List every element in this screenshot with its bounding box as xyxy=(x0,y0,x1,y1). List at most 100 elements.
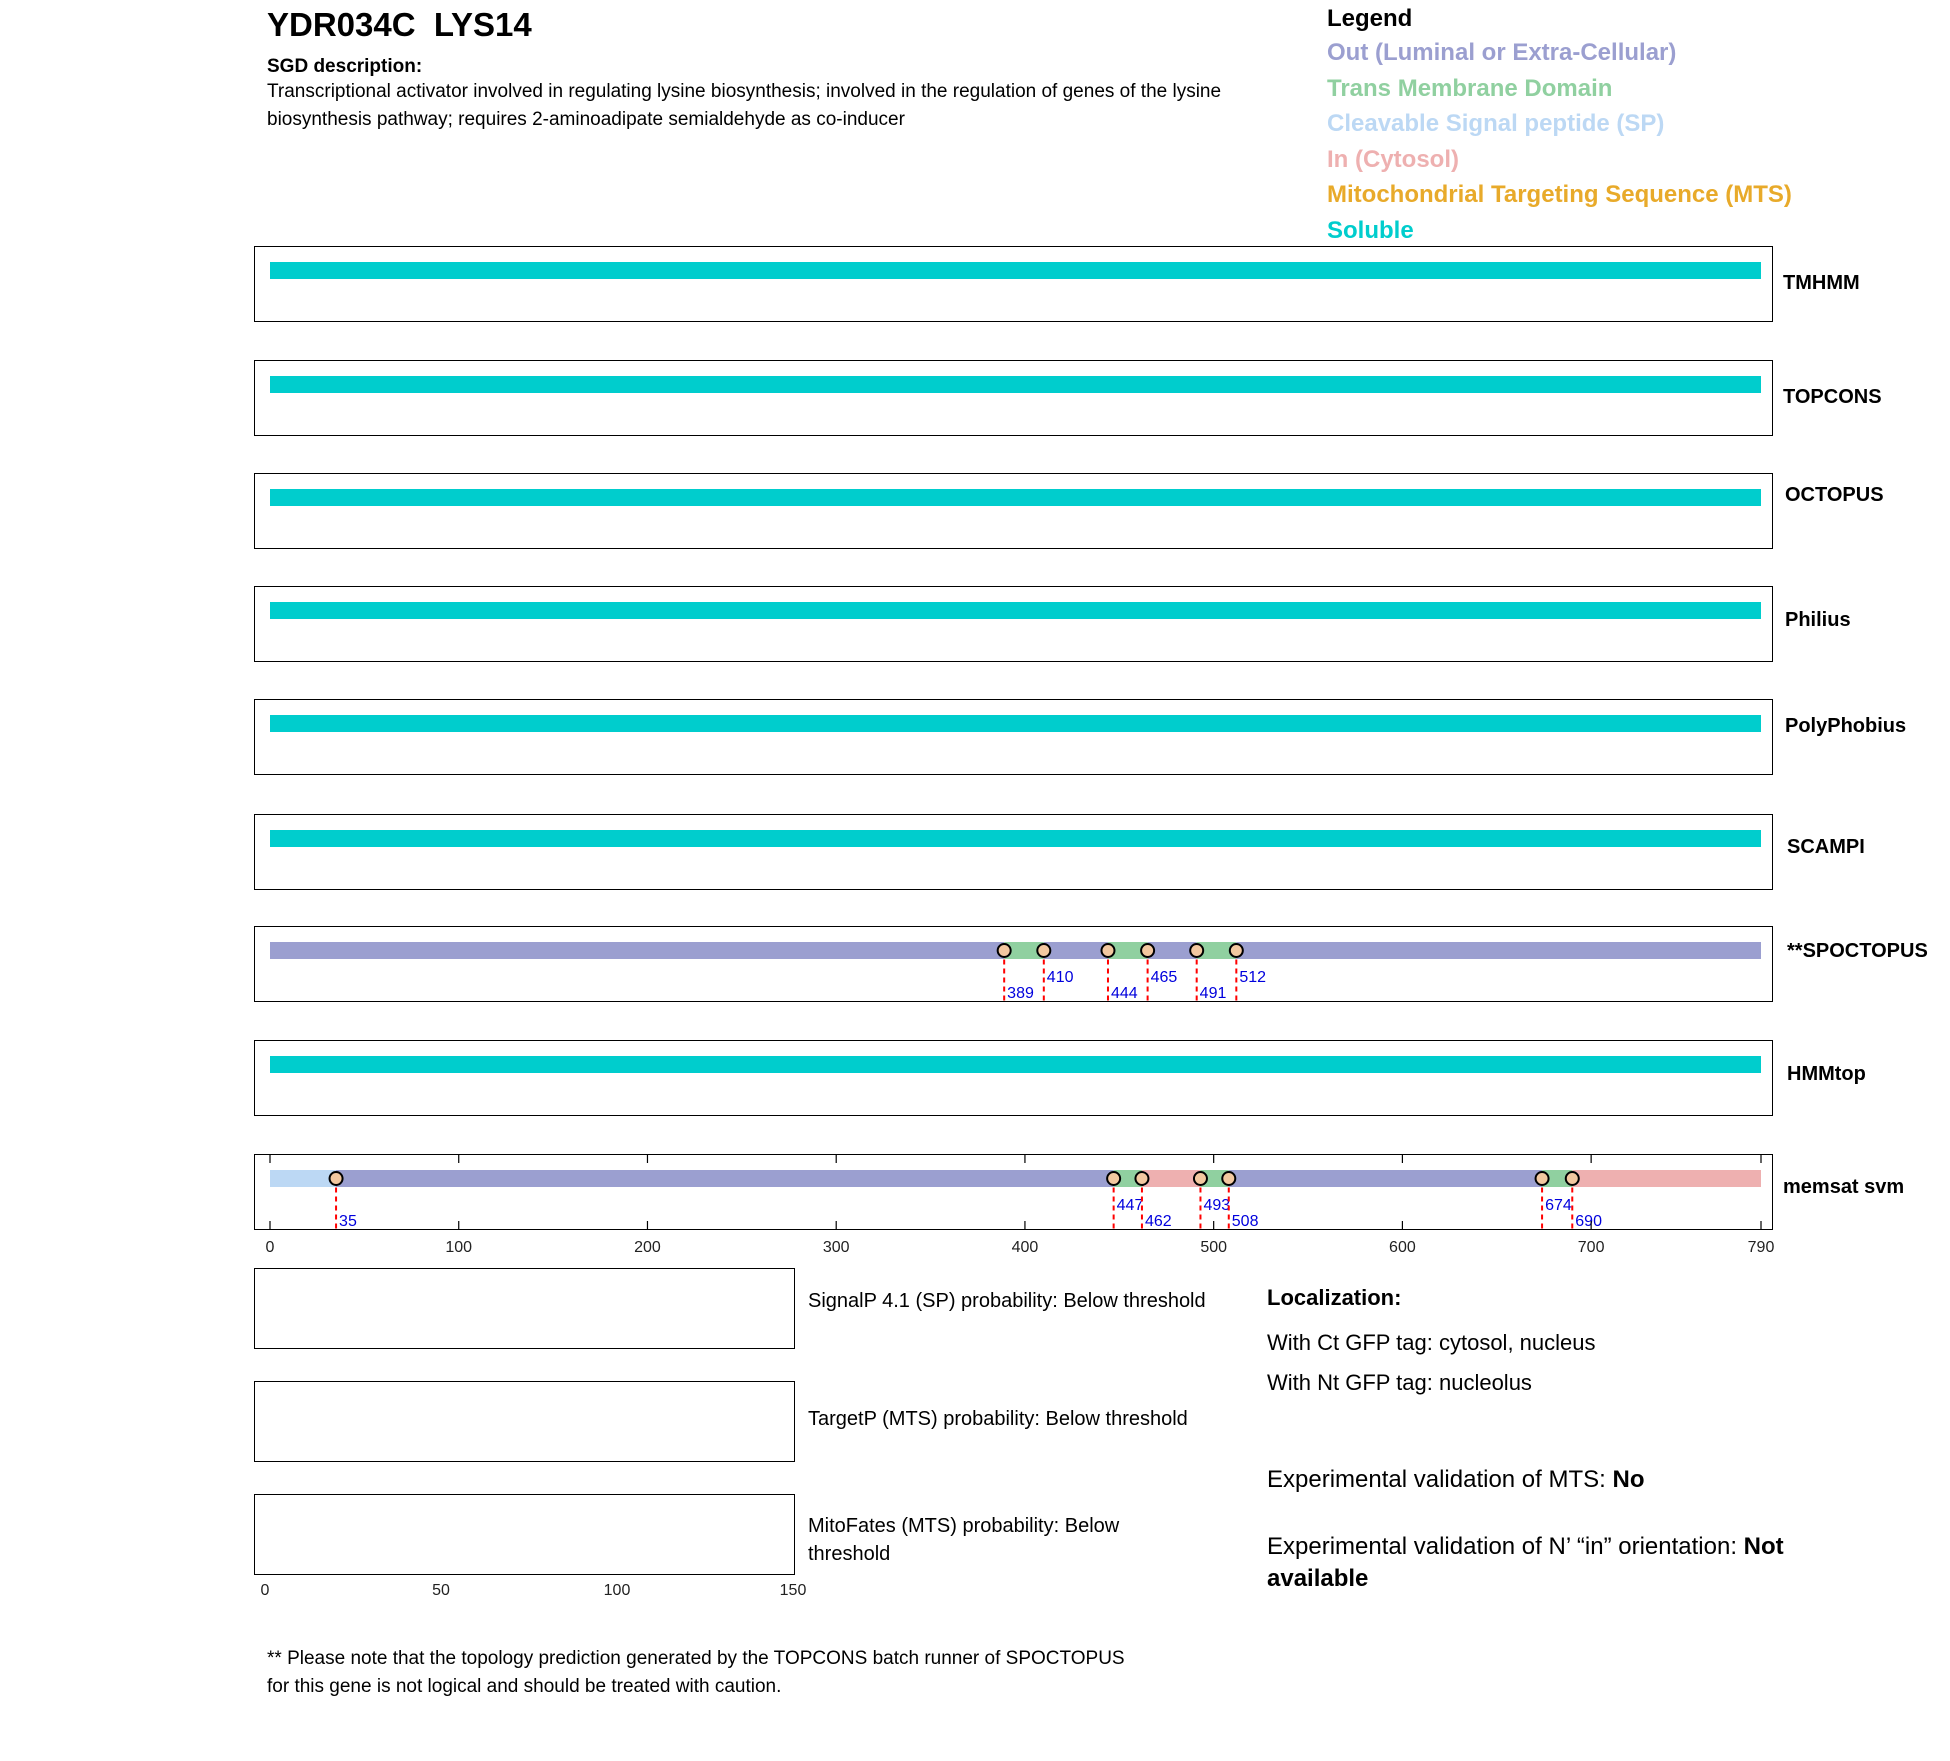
x-tick-label: 0 xyxy=(266,1239,275,1256)
segment-soluble xyxy=(270,1056,1761,1073)
boundary-label: 491 xyxy=(1200,985,1227,1002)
legend: Legend Out (Luminal or Extra-Cellular) T… xyxy=(1327,3,1792,248)
x-tick-label: 700 xyxy=(1578,1239,1605,1256)
legend-item-mts: Mitochondrial Targeting Sequence (MTS) xyxy=(1327,181,1792,208)
validation-orientation-value: Not available xyxy=(1267,1533,1784,1592)
track-frame xyxy=(254,360,1773,436)
boundary-marker xyxy=(1140,943,1156,958)
signalp-probability-label: SignalP 4.1 (SP) probability: Below thre… xyxy=(808,1290,1206,1312)
segment-soluble xyxy=(270,262,1761,279)
segment-soluble xyxy=(270,830,1761,847)
track-frame xyxy=(254,699,1773,775)
segment-soluble xyxy=(270,376,1761,393)
track-label: memsat svm xyxy=(1783,1176,1905,1198)
segment-soluble xyxy=(270,715,1761,732)
legend-item-in: In (Cytosol) xyxy=(1327,145,1459,173)
track-label: SCAMPI xyxy=(1787,836,1865,858)
boundary-marker xyxy=(1189,943,1205,958)
boundary-marker xyxy=(1192,1171,1208,1186)
track-frame xyxy=(254,1154,1773,1230)
mitofates-probability-box xyxy=(254,1494,795,1575)
segment-sp xyxy=(270,1170,337,1187)
segment-out xyxy=(270,942,1005,959)
x-tick-label: 400 xyxy=(1012,1239,1039,1256)
boundary-label: 674 xyxy=(1545,1197,1572,1214)
legend-item-sp: Cleavable Signal peptide (SP) xyxy=(1327,110,1665,137)
localization-heading: Localization: xyxy=(1267,1285,1402,1310)
x-tick-label: 600 xyxy=(1389,1239,1416,1256)
segment-out xyxy=(1228,1170,1543,1187)
localization-ct: With Ct GFP tag: cytosol, nucleus xyxy=(1267,1330,1596,1355)
segment-out xyxy=(336,1170,1114,1187)
validation-mts-value: No xyxy=(1612,1466,1645,1493)
boundary-label: 410 xyxy=(1047,969,1074,986)
validation-orientation-label: Experimental validation of N’ “in” orien… xyxy=(1267,1533,1744,1560)
boundary-label: 508 xyxy=(1232,1213,1259,1230)
track-frame xyxy=(254,1040,1773,1116)
segment-out xyxy=(1236,942,1761,959)
gene-title: YDR034C LYS14 xyxy=(267,6,532,43)
boundary-marker xyxy=(328,1171,344,1186)
x-tick-label: 300 xyxy=(823,1239,850,1256)
boundary-marker xyxy=(1564,1171,1580,1186)
segment-tm xyxy=(1542,1170,1573,1187)
boundary-label: 462 xyxy=(1145,1213,1172,1230)
track-frame xyxy=(254,473,1773,549)
validation-mts-label: Experimental validation of MTS: xyxy=(1267,1466,1613,1493)
segment-in xyxy=(1572,1170,1761,1187)
segment-out xyxy=(1147,942,1197,959)
boundary-label: 35 xyxy=(339,1213,357,1230)
legend-item-tm: Trans Membrane Domain xyxy=(1327,74,1613,102)
x-tick-label: 100 xyxy=(445,1239,472,1256)
boundary-label: 512 xyxy=(1239,969,1266,986)
segment-out xyxy=(1043,942,1108,959)
boundary-label: 465 xyxy=(1151,969,1178,986)
boundary-label: 444 xyxy=(1111,985,1138,1002)
track-label: HMMtop xyxy=(1787,1063,1866,1085)
boundary-label: 389 xyxy=(1007,985,1034,1002)
x-tick-label: 200 xyxy=(634,1239,661,1256)
track-label: Philius xyxy=(1785,609,1851,631)
segment-tm xyxy=(1196,942,1237,959)
boundary-marker xyxy=(1100,943,1116,958)
segment-tm xyxy=(1107,942,1148,959)
segment-tm xyxy=(1113,1170,1142,1187)
x-tick-label: 500 xyxy=(1200,1239,1227,1256)
boundary-marker xyxy=(1134,1171,1150,1186)
track-frame xyxy=(254,926,1773,1002)
segment-soluble xyxy=(270,489,1761,506)
mitofates-probability-label: MitoFates (MTS) probability: Below thres… xyxy=(808,1515,1120,1565)
targetp-probability-box xyxy=(254,1381,795,1462)
segment-tm xyxy=(1200,1170,1229,1187)
validation-orientation: Experimental validation of N’ “in” orien… xyxy=(1267,1531,1867,1595)
boundary-marker xyxy=(1106,1171,1122,1186)
description-text: Transcriptional activator involved in re… xyxy=(267,81,1222,130)
prob-tick-label: 0 xyxy=(261,1582,270,1599)
boundary-marker xyxy=(996,943,1012,958)
boundary-label: 447 xyxy=(1117,1197,1144,1214)
prob-tick-label: 50 xyxy=(432,1582,450,1599)
track-label: OCTOPUS xyxy=(1785,484,1884,506)
track-label: TOPCONS xyxy=(1783,386,1882,408)
validation-mts: Experimental validation of MTS: No xyxy=(1267,1464,1867,1496)
segment-in xyxy=(1141,1170,1201,1187)
boundary-marker xyxy=(1534,1171,1550,1186)
track-label: TMHMM xyxy=(1783,272,1860,294)
track-frame xyxy=(254,246,1773,322)
footnote: ** Please note that the topology predict… xyxy=(267,1648,1125,1697)
boundary-marker xyxy=(1221,1171,1237,1186)
signalp-probability-box xyxy=(254,1268,795,1349)
segment-soluble xyxy=(270,602,1761,619)
targetp-probability-label: TargetP (MTS) probability: Below thresho… xyxy=(808,1408,1188,1430)
localization-nt: With Nt GFP tag: nucleolus xyxy=(1267,1370,1532,1395)
boundary-marker xyxy=(1228,943,1244,958)
segment-tm xyxy=(1004,942,1044,959)
boundary-label: 690 xyxy=(1575,1213,1602,1230)
legend-title: Legend xyxy=(1327,5,1413,32)
description-heading: SGD description: xyxy=(267,56,423,77)
track-label: **SPOCTOPUS xyxy=(1787,940,1928,962)
legend-item-out: Out (Luminal or Extra-Cellular) xyxy=(1327,39,1677,66)
track-frame xyxy=(254,814,1773,890)
track-label: PolyPhobius xyxy=(1785,715,1907,737)
